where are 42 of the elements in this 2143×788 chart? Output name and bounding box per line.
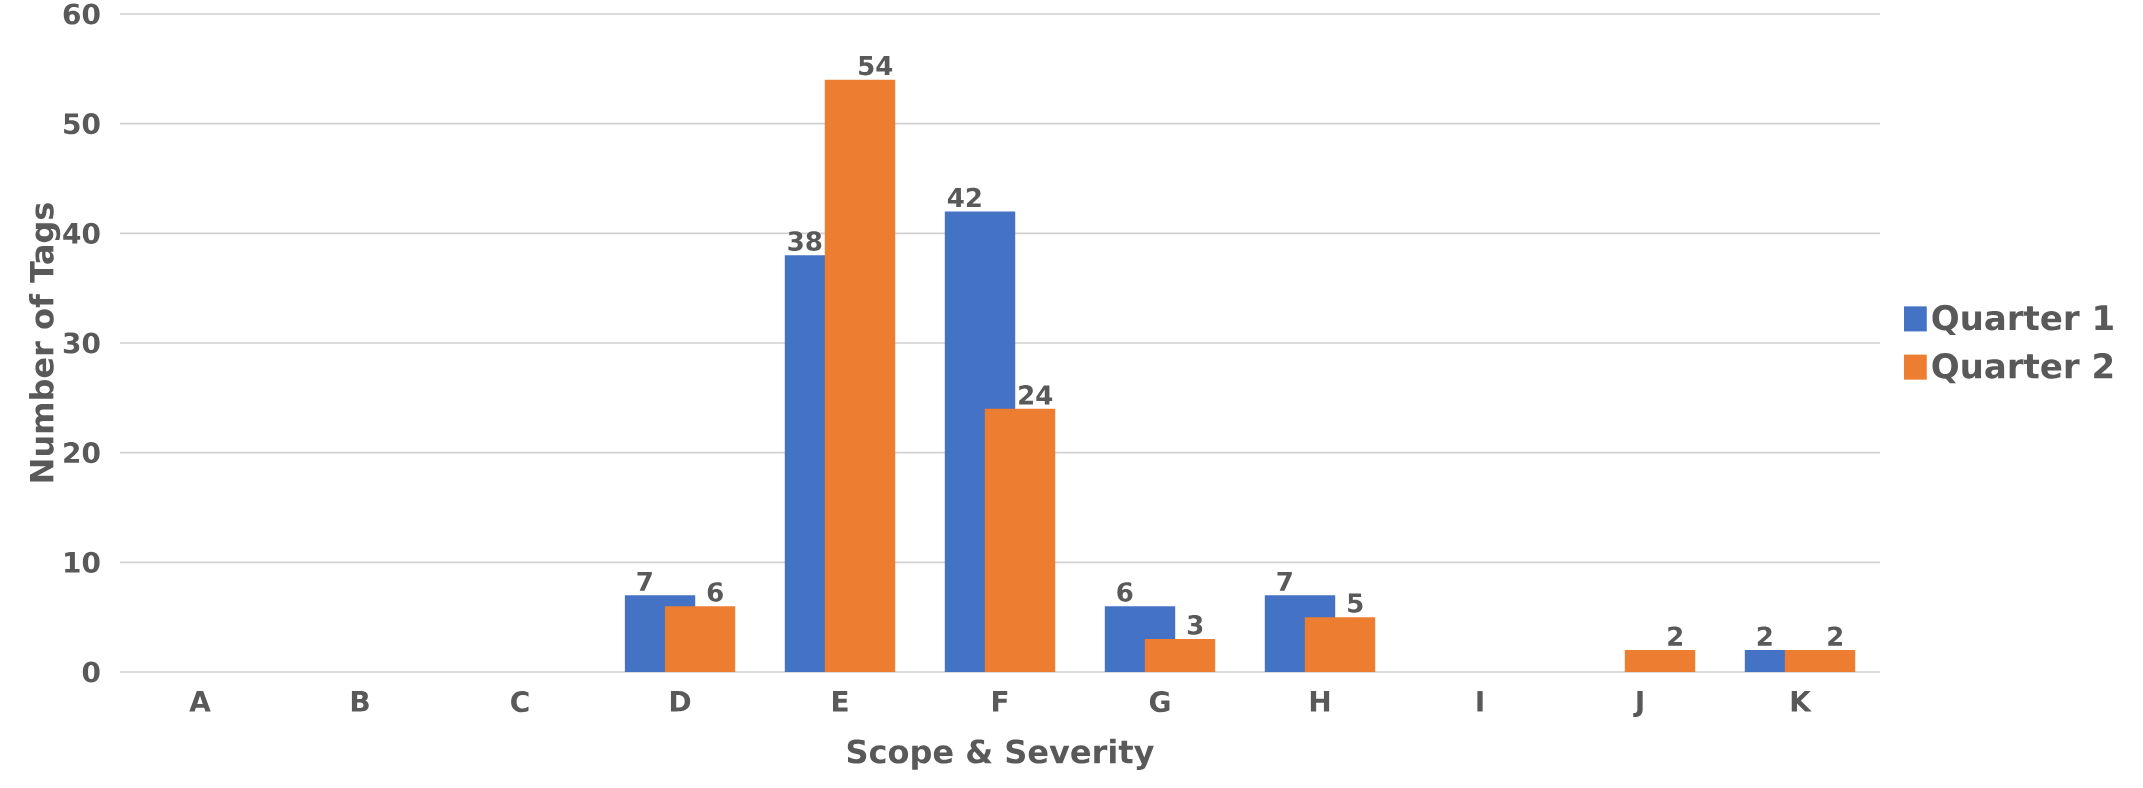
x-tick-label: E bbox=[833, 691, 848, 712]
data-label: 42 bbox=[947, 187, 981, 207]
y-tick-label: 30 bbox=[63, 332, 100, 354]
legend-label: Quarter 2 bbox=[1932, 352, 2113, 384]
y-tick-label: 40 bbox=[63, 222, 100, 244]
bar bbox=[984, 408, 1056, 672]
x-axis-title: Scope & Severity bbox=[847, 738, 1154, 771]
data-label: 54 bbox=[859, 56, 893, 76]
data-label: 24 bbox=[1019, 385, 1053, 405]
x-tick-label: C bbox=[511, 691, 529, 713]
data-label: 2 bbox=[1668, 626, 1683, 646]
bar bbox=[1144, 639, 1216, 672]
y-tick-label: 50 bbox=[64, 113, 100, 135]
data-label: 6 bbox=[707, 582, 723, 602]
bar bbox=[1784, 650, 1856, 672]
x-tick-label: J bbox=[1633, 691, 1643, 718]
bar bbox=[1624, 650, 1696, 672]
x-tick-label: I bbox=[1477, 691, 1483, 712]
x-tick-label: H bbox=[1310, 691, 1330, 712]
data-label: 38 bbox=[788, 231, 822, 251]
x-tick-label: G bbox=[1149, 691, 1170, 713]
data-label: 5 bbox=[1348, 593, 1363, 613]
data-label: 6 bbox=[1117, 582, 1133, 602]
y-tick-label: 10 bbox=[65, 551, 100, 573]
y-tick-label: 20 bbox=[64, 442, 100, 464]
data-label: 7 bbox=[637, 571, 652, 591]
data-label: 3 bbox=[1187, 615, 1203, 635]
x-tick-label: A bbox=[189, 691, 211, 712]
y-tick-label: 0 bbox=[82, 661, 100, 683]
x-tick-label: K bbox=[1791, 691, 1812, 712]
bar bbox=[824, 79, 896, 672]
y-tick-label: 60 bbox=[63, 3, 100, 25]
bar bbox=[1304, 617, 1376, 672]
legend-label: Quarter 1 bbox=[1932, 304, 2113, 335]
data-label: 7 bbox=[1277, 571, 1292, 591]
y-axis-title: Number of Tags bbox=[29, 203, 61, 482]
data-label: 2 bbox=[1757, 626, 1772, 646]
x-tick-label: D bbox=[670, 691, 691, 712]
x-tick-label: F bbox=[993, 691, 1008, 712]
bar bbox=[664, 606, 736, 672]
data-label: 2 bbox=[1828, 626, 1843, 646]
x-tick-label: B bbox=[351, 691, 369, 712]
